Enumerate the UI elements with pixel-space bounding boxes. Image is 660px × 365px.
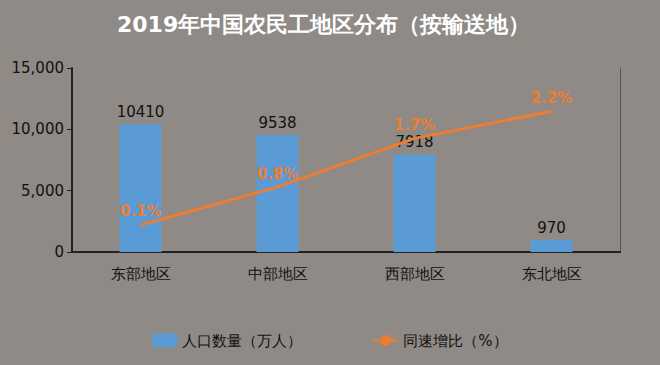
svg-text:0: 0 — [54, 243, 64, 261]
svg-text:970: 970 — [537, 219, 566, 237]
svg-text:10,000: 10,000 — [12, 120, 65, 138]
svg-text:东北地区: 东北地区 — [522, 265, 582, 283]
svg-text:0.1%: 0.1% — [120, 202, 162, 220]
svg-text:1.7%: 1.7% — [394, 116, 436, 134]
svg-text:0.8%: 0.8% — [257, 165, 299, 183]
svg-text:西部地区: 西部地区 — [385, 265, 445, 283]
svg-text:7918: 7918 — [395, 133, 434, 152]
svg-text:2.2%: 2.2% — [531, 89, 573, 107]
svg-text:人口数量（万人）: 人口数量（万人） — [182, 332, 302, 350]
svg-text:5,000: 5,000 — [21, 182, 64, 200]
svg-text:10410: 10410 — [117, 103, 165, 121]
svg-text:2019年中国农民工地区分布（按输送地）: 2019年中国农民工地区分布（按输送地） — [117, 12, 530, 37]
svg-text:中部地区: 中部地区 — [248, 265, 308, 283]
svg-text:东部地区: 东部地区 — [111, 265, 171, 283]
svg-text:15,000: 15,000 — [12, 59, 65, 77]
svg-text:同速增比（%）: 同速增比（%） — [403, 332, 507, 350]
svg-text:9538: 9538 — [258, 114, 296, 132]
